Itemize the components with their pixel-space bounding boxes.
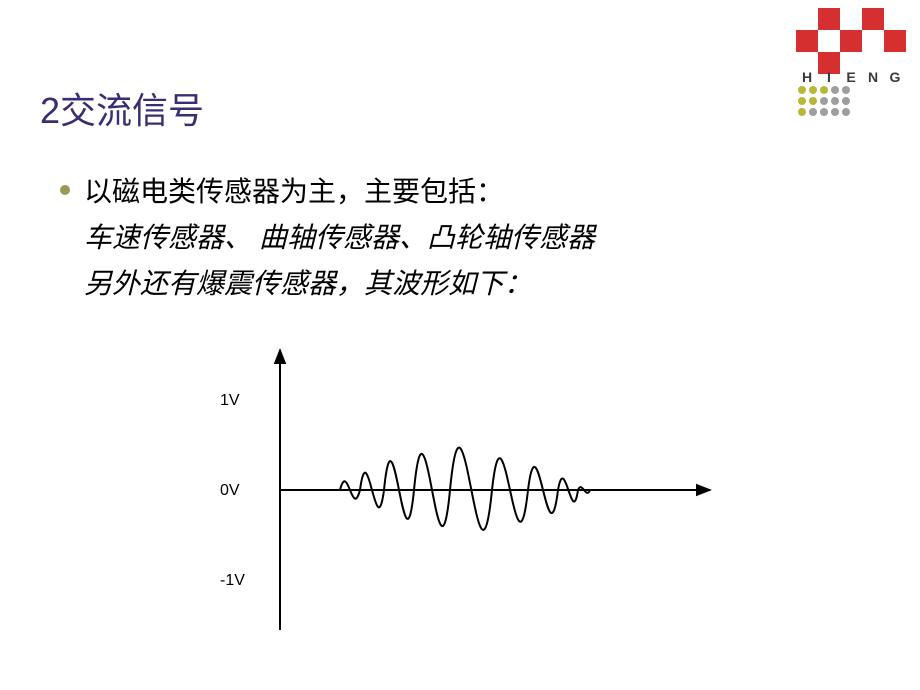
chart-svg (180, 330, 740, 650)
bullet-dot-icon (60, 185, 70, 195)
y-axis-label-0v: 0V (220, 482, 240, 500)
svg-text:N: N (868, 69, 878, 85)
bullet-item: 以磁电类传感器为主，主要包括： (60, 170, 830, 210)
waveform-path (340, 448, 600, 530)
content-area: 以磁电类传感器为主，主要包括： 车速传感器、 曲轴传感器、凸轮轴传感器 另外还有… (60, 170, 830, 308)
svg-text:H: H (802, 69, 812, 85)
svg-text:E: E (846, 69, 855, 85)
slide: { "logo": { "letters": ["H","I","E","N",… (0, 0, 920, 690)
logo-svg: HIENG (796, 8, 916, 128)
y-axis-label-1v: 1V (220, 392, 240, 410)
waveform-chart: 1V 0V -1V (180, 330, 740, 650)
bullet-text: 以磁电类传感器为主，主要包括： (84, 170, 504, 210)
svg-text:I: I (827, 69, 831, 85)
content-line: 另外还有爆震传感器，其波形如下： (84, 262, 830, 302)
svg-text:G: G (890, 69, 901, 85)
brand-logo: HIENG (796, 8, 916, 133)
y-axis-label-neg1v: -1V (220, 572, 245, 590)
slide-title: 2交流信号 (40, 82, 204, 134)
content-line: 车速传感器、 曲轴传感器、凸轮轴传感器 (84, 216, 830, 256)
